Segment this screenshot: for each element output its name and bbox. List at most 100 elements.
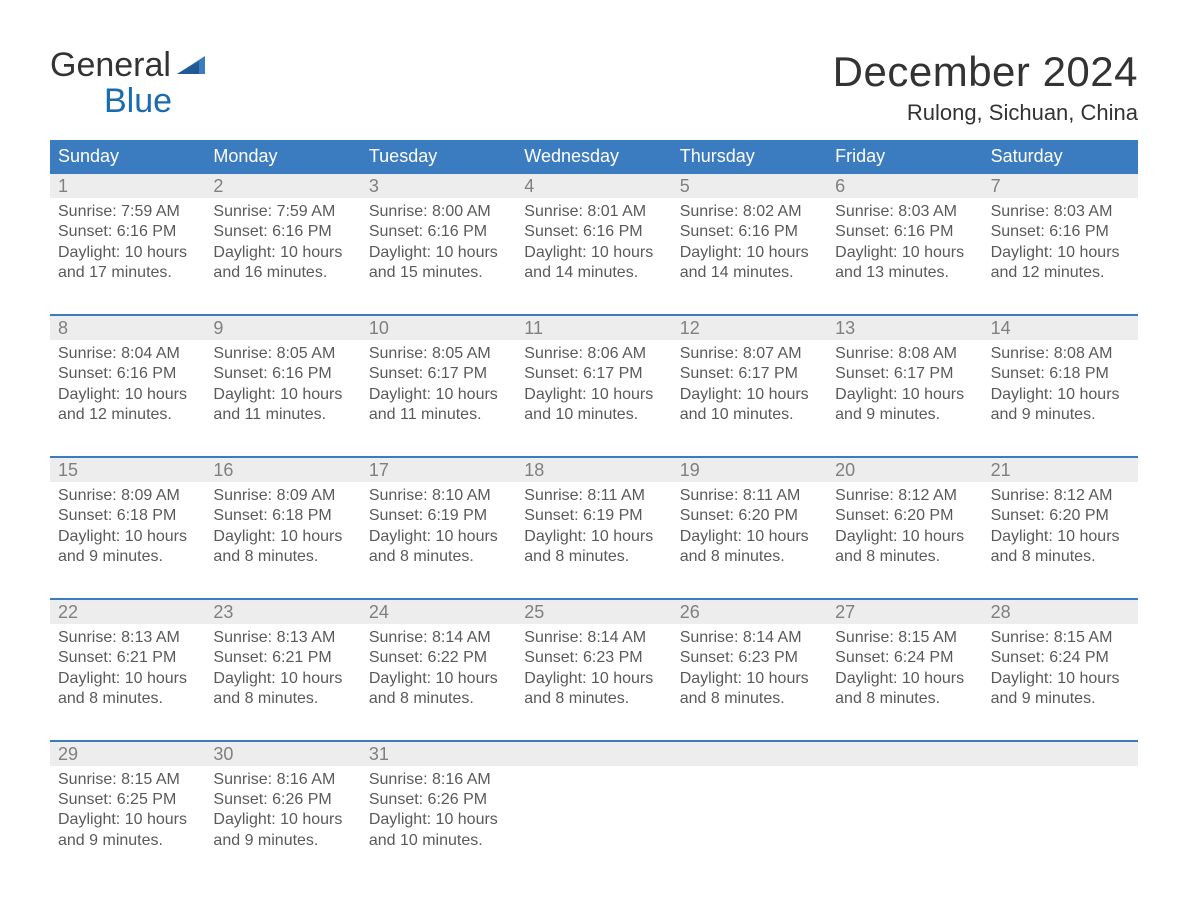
day-d1: Daylight: 10 hours (835, 243, 974, 263)
day-cell: 16Sunrise: 8:09 AMSunset: 6:18 PMDayligh… (205, 458, 360, 568)
day-d1: Daylight: 10 hours (369, 669, 508, 689)
day-d1: Daylight: 10 hours (835, 527, 974, 547)
day-number: 8 (50, 316, 205, 340)
day-number: 3 (361, 174, 516, 198)
day-d1: Daylight: 10 hours (680, 669, 819, 689)
day-d1: Daylight: 10 hours (58, 243, 197, 263)
day-sunset: Sunset: 6:23 PM (680, 648, 819, 668)
day-sunrise: Sunrise: 7:59 AM (213, 202, 352, 222)
day-d2: and 9 minutes. (58, 831, 197, 851)
dow-header-row: Sunday Monday Tuesday Wednesday Thursday… (50, 140, 1138, 174)
day-body: Sunrise: 7:59 AMSunset: 6:16 PMDaylight:… (50, 198, 205, 284)
day-body: Sunrise: 8:05 AMSunset: 6:17 PMDaylight:… (361, 340, 516, 426)
day-d1: Daylight: 10 hours (213, 527, 352, 547)
day-cell: 2Sunrise: 7:59 AMSunset: 6:16 PMDaylight… (205, 174, 360, 284)
day-body: Sunrise: 8:03 AMSunset: 6:16 PMDaylight:… (827, 198, 982, 284)
day-number: 20 (827, 458, 982, 482)
day-sunrise: Sunrise: 8:13 AM (213, 628, 352, 648)
day-d2: and 9 minutes. (835, 405, 974, 425)
day-d1: Daylight: 10 hours (835, 669, 974, 689)
day-sunset: Sunset: 6:16 PM (835, 222, 974, 242)
day-sunset: Sunset: 6:16 PM (369, 222, 508, 242)
day-d1: Daylight: 10 hours (991, 243, 1130, 263)
day-number: 13 (827, 316, 982, 340)
day-sunset: Sunset: 6:16 PM (58, 364, 197, 384)
day-body: Sunrise: 7:59 AMSunset: 6:16 PMDaylight:… (205, 198, 360, 284)
day-sunset: Sunset: 6:16 PM (213, 364, 352, 384)
day-sunset: Sunset: 6:17 PM (835, 364, 974, 384)
day-number: 16 (205, 458, 360, 482)
day-d2: and 14 minutes. (680, 263, 819, 283)
day-number: 5 (672, 174, 827, 198)
day-sunset: Sunset: 6:24 PM (835, 648, 974, 668)
day-sunrise: Sunrise: 8:11 AM (680, 486, 819, 506)
brand-logo: General Blue (50, 48, 207, 119)
day-body: Sunrise: 8:15 AMSunset: 6:24 PMDaylight:… (983, 624, 1138, 710)
day-sunrise: Sunrise: 8:14 AM (524, 628, 663, 648)
day-d1: Daylight: 10 hours (369, 527, 508, 547)
day-body: Sunrise: 8:13 AMSunset: 6:21 PMDaylight:… (50, 624, 205, 710)
day-d2: and 11 minutes. (369, 405, 508, 425)
day-d1: Daylight: 10 hours (524, 669, 663, 689)
day-number: 21 (983, 458, 1138, 482)
day-number: 19 (672, 458, 827, 482)
day-body: Sunrise: 8:09 AMSunset: 6:18 PMDaylight:… (50, 482, 205, 568)
day-d1: Daylight: 10 hours (369, 385, 508, 405)
day-sunrise: Sunrise: 8:03 AM (991, 202, 1130, 222)
week-row: 15Sunrise: 8:09 AMSunset: 6:18 PMDayligh… (50, 456, 1138, 568)
day-sunset: Sunset: 6:23 PM (524, 648, 663, 668)
day-sunset: Sunset: 6:21 PM (213, 648, 352, 668)
day-cell: 7Sunrise: 8:03 AMSunset: 6:16 PMDaylight… (983, 174, 1138, 284)
day-d2: and 8 minutes. (835, 547, 974, 567)
day-cell: 30Sunrise: 8:16 AMSunset: 6:26 PMDayligh… (205, 742, 360, 852)
day-cell: 21Sunrise: 8:12 AMSunset: 6:20 PMDayligh… (983, 458, 1138, 568)
day-body: Sunrise: 8:08 AMSunset: 6:18 PMDaylight:… (983, 340, 1138, 426)
day-d1: Daylight: 10 hours (58, 385, 197, 405)
day-d1: Daylight: 10 hours (58, 527, 197, 547)
day-d2: and 9 minutes. (991, 405, 1130, 425)
day-d1: Daylight: 10 hours (524, 527, 663, 547)
day-number (827, 742, 982, 766)
day-d2: and 8 minutes. (369, 547, 508, 567)
day-d2: and 8 minutes. (369, 689, 508, 709)
day-cell: 12Sunrise: 8:07 AMSunset: 6:17 PMDayligh… (672, 316, 827, 426)
day-d2: and 8 minutes. (213, 547, 352, 567)
day-d1: Daylight: 10 hours (680, 243, 819, 263)
day-sunrise: Sunrise: 8:01 AM (524, 202, 663, 222)
day-number: 18 (516, 458, 671, 482)
day-number: 27 (827, 600, 982, 624)
day-body: Sunrise: 8:11 AMSunset: 6:19 PMDaylight:… (516, 482, 671, 568)
day-body: Sunrise: 8:03 AMSunset: 6:16 PMDaylight:… (983, 198, 1138, 284)
day-sunset: Sunset: 6:16 PM (524, 222, 663, 242)
day-cell: 8Sunrise: 8:04 AMSunset: 6:16 PMDaylight… (50, 316, 205, 426)
day-number: 30 (205, 742, 360, 766)
day-sunset: Sunset: 6:17 PM (680, 364, 819, 384)
day-sunset: Sunset: 6:25 PM (58, 790, 197, 810)
day-sunrise: Sunrise: 8:07 AM (680, 344, 819, 364)
week-row: 29Sunrise: 8:15 AMSunset: 6:25 PMDayligh… (50, 740, 1138, 852)
week-row: 8Sunrise: 8:04 AMSunset: 6:16 PMDaylight… (50, 314, 1138, 426)
day-body: Sunrise: 8:12 AMSunset: 6:20 PMDaylight:… (983, 482, 1138, 568)
day-d1: Daylight: 10 hours (680, 527, 819, 547)
day-cell: 11Sunrise: 8:06 AMSunset: 6:17 PMDayligh… (516, 316, 671, 426)
day-d1: Daylight: 10 hours (213, 243, 352, 263)
day-sunrise: Sunrise: 8:13 AM (58, 628, 197, 648)
day-sunset: Sunset: 6:17 PM (369, 364, 508, 384)
day-d1: Daylight: 10 hours (369, 243, 508, 263)
day-d2: and 13 minutes. (835, 263, 974, 283)
day-sunset: Sunset: 6:21 PM (58, 648, 197, 668)
day-d2: and 15 minutes. (369, 263, 508, 283)
day-sunset: Sunset: 6:26 PM (369, 790, 508, 810)
day-body: Sunrise: 8:12 AMSunset: 6:20 PMDaylight:… (827, 482, 982, 568)
dow-tuesday: Tuesday (361, 140, 516, 174)
day-cell: 25Sunrise: 8:14 AMSunset: 6:23 PMDayligh… (516, 600, 671, 710)
day-d2: and 9 minutes. (58, 547, 197, 567)
day-sunrise: Sunrise: 8:00 AM (369, 202, 508, 222)
week-row: 22Sunrise: 8:13 AMSunset: 6:21 PMDayligh… (50, 598, 1138, 710)
brand-text: General Blue (50, 48, 207, 119)
day-number (983, 742, 1138, 766)
day-d1: Daylight: 10 hours (58, 810, 197, 830)
day-cell (827, 742, 982, 852)
day-cell: 23Sunrise: 8:13 AMSunset: 6:21 PMDayligh… (205, 600, 360, 710)
day-sunset: Sunset: 6:19 PM (524, 506, 663, 526)
